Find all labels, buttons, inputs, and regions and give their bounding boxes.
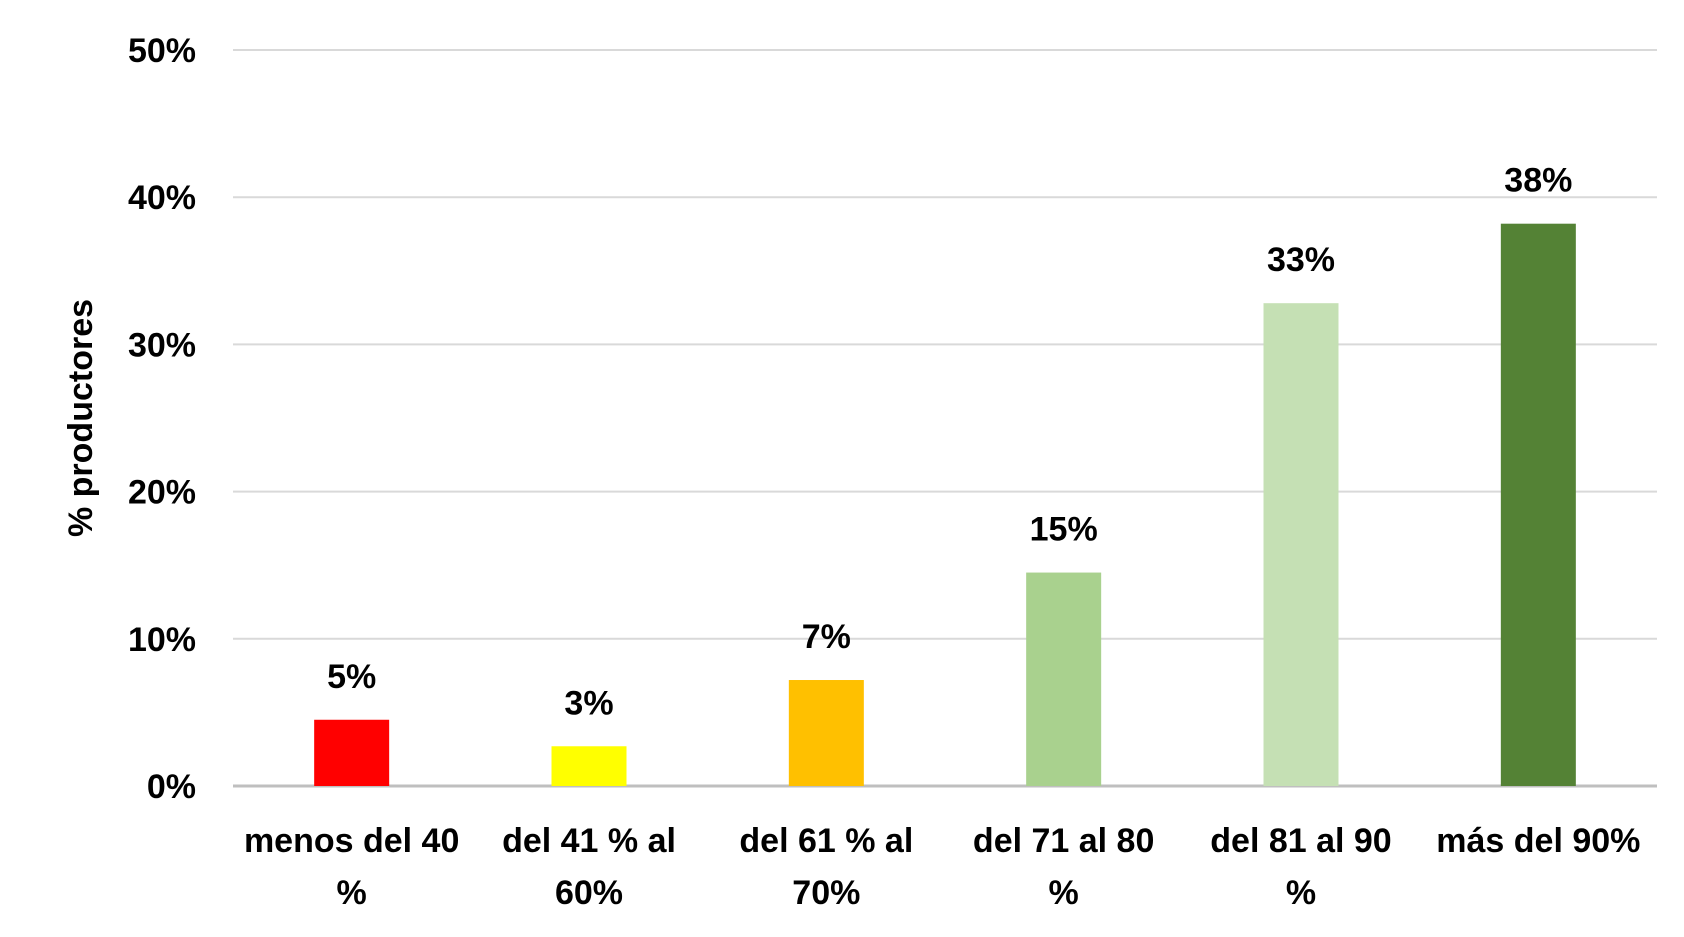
data-label: 7% xyxy=(802,618,851,656)
x-tick-label: menos del 40% xyxy=(244,822,459,912)
y-tick-label: 20% xyxy=(128,474,196,512)
data-label: 15% xyxy=(1030,511,1098,549)
bar xyxy=(1500,223,1576,787)
y-tick-label: 30% xyxy=(128,326,196,364)
bar xyxy=(788,680,864,786)
y-tick-label: 40% xyxy=(128,179,196,217)
y-tick-label: 0% xyxy=(147,768,196,806)
bar xyxy=(1026,572,1102,786)
bars xyxy=(314,223,1576,787)
data-label: 3% xyxy=(564,684,613,722)
x-tick-label: del 61 % al 70% xyxy=(739,822,913,912)
x-tick-label: del 41 % al 60% xyxy=(502,822,676,912)
data-label: 5% xyxy=(327,658,376,696)
x-tick-label: más del 90% xyxy=(1436,822,1640,860)
data-labels: 5% 3% 7% 15% 33% 38% xyxy=(327,162,1572,723)
data-label: 38% xyxy=(1504,162,1572,200)
bar xyxy=(314,719,390,786)
bar xyxy=(1263,303,1339,786)
x-axis-ticks: menos del 40 % del 41 % al 60% del 61 % al 70… xyxy=(244,822,1640,912)
y-tick-label: 50% xyxy=(128,32,196,70)
y-axis-label: % productores xyxy=(62,299,100,537)
y-axis-ticks: 0% 10% 20% 30% 40% 50% xyxy=(128,32,196,806)
bar xyxy=(551,746,627,786)
data-label: 33% xyxy=(1267,241,1335,279)
x-tick-label: del 71 al 80% xyxy=(973,822,1154,912)
gridlines xyxy=(233,49,1657,788)
y-tick-label: 10% xyxy=(128,621,196,659)
x-tick-label: del 81 al 90% xyxy=(1210,822,1391,912)
